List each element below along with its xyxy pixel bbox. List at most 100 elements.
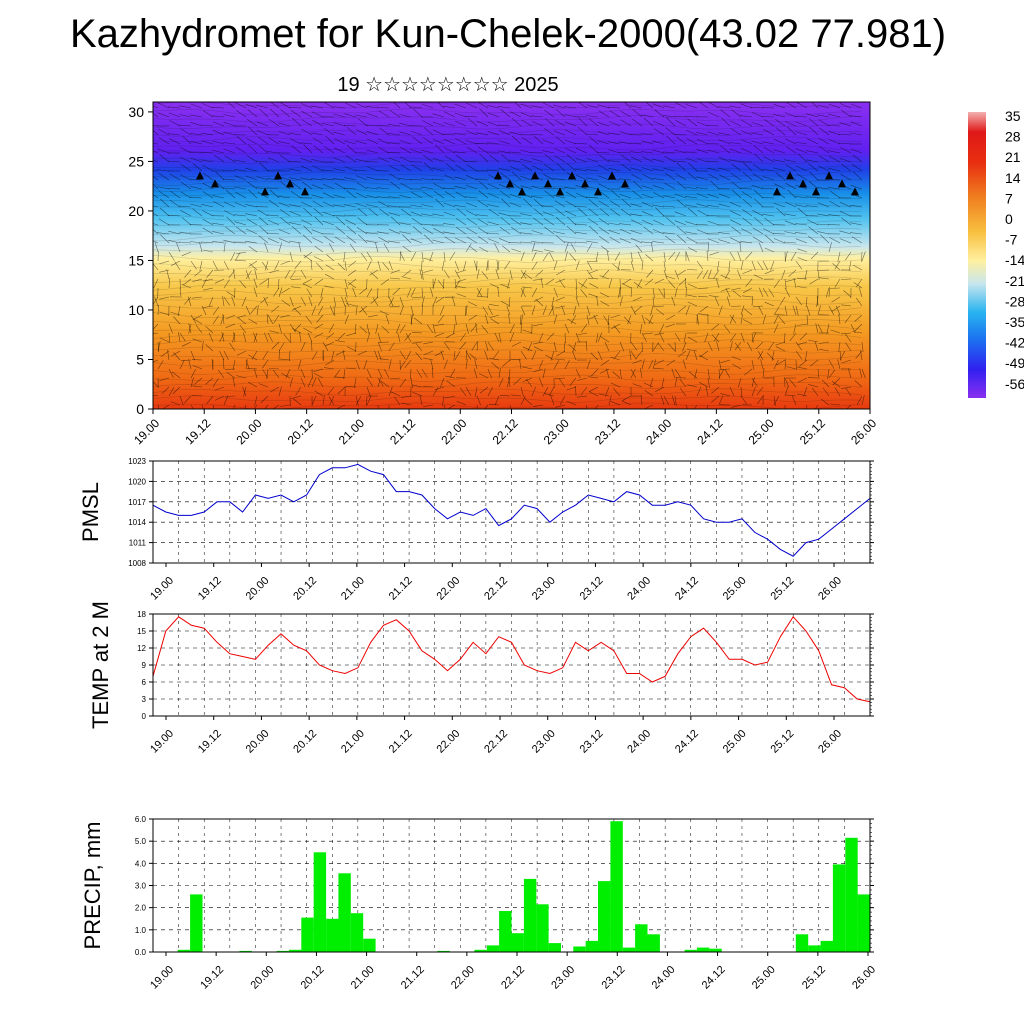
wind-barb [645, 102, 654, 109]
wind-barb [399, 122, 412, 127]
wind-barb [806, 314, 809, 326]
contour-line [153, 346, 862, 354]
wind-barb [630, 167, 643, 172]
wind-barb [564, 106, 577, 109]
wind-barb [269, 330, 280, 334]
wind-barb [555, 136, 566, 145]
wind-barb [850, 184, 863, 190]
wind-barb [608, 141, 621, 145]
wind-barb [443, 211, 456, 217]
wind-barb [312, 165, 324, 172]
wind-barb [581, 278, 588, 288]
wind-barb [861, 251, 863, 263]
wind-barb [520, 287, 526, 298]
wind-barb [817, 104, 830, 109]
wind-barb [542, 102, 555, 109]
wind-barb [737, 251, 742, 262]
x-tick-label: 19.00 [148, 575, 176, 603]
wind-barb [817, 305, 821, 316]
wind-barb [476, 214, 489, 217]
wind-barb [693, 404, 698, 409]
wind-barb [157, 169, 170, 172]
wind-barb [333, 305, 336, 317]
wind-barb [854, 380, 863, 388]
wind-barb [423, 404, 434, 407]
wind-barb [355, 175, 368, 181]
wind-barb [388, 260, 393, 271]
wind-barb [511, 135, 522, 145]
wind-barb [289, 211, 302, 217]
wind-barb [753, 274, 764, 280]
wind-barb [762, 213, 775, 217]
precip-bar [684, 949, 697, 952]
wind-barb [586, 269, 594, 279]
wind-barb [566, 386, 577, 391]
wind-barb [443, 187, 456, 190]
wind-barb [291, 145, 302, 154]
wind-barb [652, 229, 665, 235]
wind-barb [245, 270, 252, 280]
wind-barb [366, 240, 379, 244]
wind-barb [519, 359, 522, 370]
wind-barb [653, 367, 665, 370]
wind-barb [355, 359, 360, 370]
wind-barb [718, 139, 731, 145]
wind-barb [600, 300, 610, 307]
wind-barb [378, 138, 390, 145]
y-tick-label: 10 [128, 302, 144, 318]
wind-barb [553, 178, 566, 181]
wind-barb [273, 314, 280, 324]
wind-barb [464, 115, 478, 118]
wind-barb [344, 102, 357, 109]
precip-bar [276, 950, 289, 952]
wind-barb [586, 177, 599, 181]
wind-barb [538, 377, 544, 388]
wind-barb [495, 269, 500, 280]
wind-barb [212, 149, 225, 154]
wind-barb [751, 260, 756, 271]
wind-barb [248, 381, 258, 388]
wind-barb [370, 271, 379, 280]
wind-barb [190, 241, 203, 244]
wind-barb [248, 144, 258, 154]
wind-barb [740, 130, 753, 136]
wind-barb [501, 198, 511, 208]
wind-barb [430, 359, 434, 370]
wind-barb [410, 211, 423, 217]
wind-barb [620, 208, 632, 217]
wind-barb [211, 107, 225, 109]
wind-barb [256, 187, 269, 190]
wind-barb [608, 132, 621, 136]
wind-barb [167, 350, 170, 361]
wind-barb [652, 149, 665, 154]
wind-barb [311, 305, 317, 316]
wind-barb [445, 395, 456, 399]
wind-barb [752, 227, 764, 235]
wind-barb [641, 219, 654, 226]
wind-pennant [211, 179, 219, 188]
wind-barb [509, 404, 511, 409]
wind-barb [281, 299, 291, 307]
wind-barb [212, 195, 225, 199]
wind-barb [202, 110, 214, 118]
wind-barb [696, 187, 709, 190]
wind-barb [684, 115, 698, 118]
wind-barb [454, 133, 467, 136]
wind-barb [632, 190, 643, 199]
wind-barb [586, 158, 599, 163]
wind-barb [773, 238, 786, 244]
wind-barb [180, 210, 192, 217]
wind-barb [263, 296, 269, 307]
wind-barb [333, 168, 346, 172]
wind-barb [192, 365, 203, 370]
wind-barb [153, 323, 159, 330]
wind-barb [520, 185, 533, 190]
wind-barb [455, 217, 467, 226]
wind-barb [430, 287, 434, 298]
contour-line [153, 381, 862, 389]
wind-barb [465, 305, 467, 317]
wind-barb [432, 138, 445, 145]
wind-barb [384, 368, 390, 379]
contour-line [153, 157, 862, 165]
wind-barb [356, 192, 368, 199]
